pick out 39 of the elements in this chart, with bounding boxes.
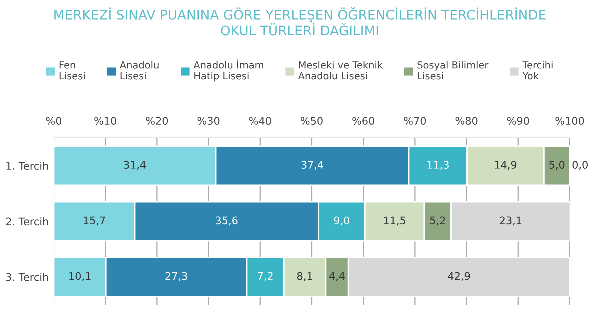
- x-tick-label: %20: [146, 117, 168, 125]
- legend-label: Fen Lisesi: [60, 62, 85, 80]
- x-tick-label: %40: [249, 117, 272, 125]
- chart-title: MERKEZİ SINAV PUANINA GÖRE YERLEŞEN ÖĞRENCİLERİN TERCİHLERİNDE OKUL TÜRLERİ DAĞILIMI: [54, 8, 546, 36]
- x-tick-label: %10: [94, 117, 116, 125]
- data-label: 42,9: [448, 272, 470, 282]
- data-label: 10,1: [70, 272, 91, 282]
- data-label: 8,1: [297, 272, 312, 282]
- data-label: 37,4: [302, 161, 324, 170]
- x-tick-label: %70: [404, 117, 426, 125]
- legend-label: Anadolu Lisesi: [120, 61, 159, 80]
- legend-label: Mesleki ve Teknik Anadolu Lisesi: [298, 61, 384, 80]
- data-label: 5,0: [550, 161, 565, 170]
- x-tick-label: %60: [352, 117, 374, 125]
- data-label: 0,0: [572, 161, 588, 170]
- data-label: 11,5: [384, 216, 406, 226]
- legend-label: Tercihi Yok: [522, 61, 553, 80]
- data-label: 27,3: [166, 272, 188, 282]
- data-label: 14,9: [495, 161, 517, 170]
- data-label: 11,3: [428, 161, 449, 170]
- data-label: 15,7: [84, 216, 106, 226]
- data-label: 7,2: [258, 272, 273, 282]
- legend-label: Sosyal Bilimler Lisesi: [418, 61, 489, 80]
- data-label: 5,2: [430, 216, 446, 226]
- x-tick-label: %50: [301, 117, 323, 125]
- x-tick-label: %0: [46, 117, 62, 125]
- data-label: 4,4: [330, 272, 345, 282]
- x-tick-label: %90: [507, 117, 530, 125]
- x-tick-label: %30: [198, 117, 220, 125]
- y-tick-label: 3. Tercih: [6, 273, 48, 282]
- data-label: 35,6: [216, 216, 238, 226]
- data-label: 31,4: [124, 161, 146, 170]
- legend-label: Anadolu İmam Hatip Lisesi: [194, 60, 264, 82]
- data-label: 9,0: [334, 216, 350, 226]
- y-tick-label: 1. Tercih: [6, 162, 48, 170]
- x-tick-label: %100: [556, 117, 584, 125]
- x-tick-label: %80: [456, 117, 478, 125]
- y-tick-label: 2. Tercih: [6, 218, 48, 226]
- data-label: 23,1: [500, 216, 522, 226]
